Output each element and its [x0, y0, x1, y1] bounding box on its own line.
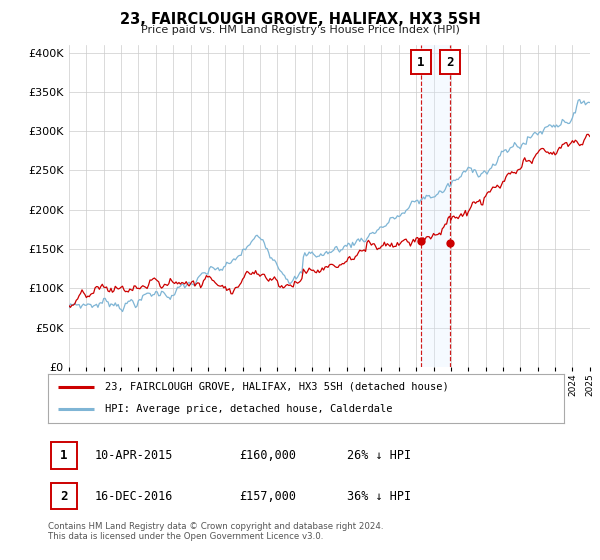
Text: This data is licensed under the Open Government Licence v3.0.: This data is licensed under the Open Gov… [48, 532, 323, 541]
Text: Price paid vs. HM Land Registry's House Price Index (HPI): Price paid vs. HM Land Registry's House … [140, 25, 460, 35]
Text: 36% ↓ HPI: 36% ↓ HPI [347, 490, 412, 503]
Text: 23, FAIRCLOUGH GROVE, HALIFAX, HX3 5SH (detached house): 23, FAIRCLOUGH GROVE, HALIFAX, HX3 5SH (… [105, 382, 449, 392]
Text: 2: 2 [446, 55, 454, 68]
Text: 16-DEC-2016: 16-DEC-2016 [94, 490, 173, 503]
Bar [421, 45, 450, 367]
Text: 10-APR-2015: 10-APR-2015 [94, 449, 173, 462]
Text: £160,000: £160,000 [239, 449, 296, 462]
Text: 26% ↓ HPI: 26% ↓ HPI [347, 449, 412, 462]
Text: 1: 1 [417, 55, 425, 68]
Text: 2: 2 [60, 490, 68, 503]
Text: 23, FAIRCLOUGH GROVE, HALIFAX, HX3 5SH: 23, FAIRCLOUGH GROVE, HALIFAX, HX3 5SH [119, 12, 481, 27]
Text: 1: 1 [60, 449, 68, 462]
Text: HPI: Average price, detached house, Calderdale: HPI: Average price, detached house, Cald… [105, 404, 392, 414]
Text: Contains HM Land Registry data © Crown copyright and database right 2024.: Contains HM Land Registry data © Crown c… [48, 522, 383, 531]
Text: £157,000: £157,000 [239, 490, 296, 503]
FancyBboxPatch shape [50, 442, 77, 469]
FancyBboxPatch shape [50, 483, 77, 510]
